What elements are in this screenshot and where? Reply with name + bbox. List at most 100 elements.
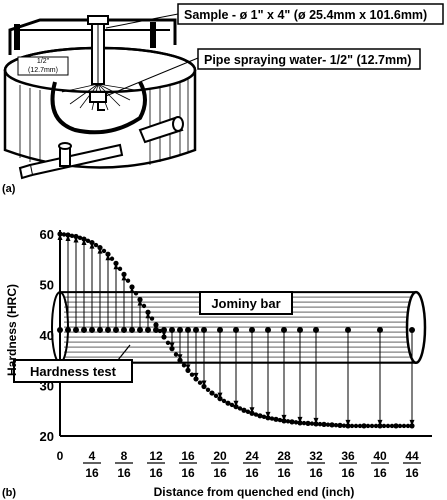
curve-dot [89, 240, 95, 245]
x-tick-denominator: 16 [309, 466, 323, 480]
y-tick-label: 50 [40, 278, 54, 293]
curve-dot [373, 423, 379, 429]
test-point [217, 326, 223, 333]
test-label-leader [117, 344, 131, 361]
callout-sample: Sample - ø 1" x 4" (ø 25.4mm x 101.6mm) [184, 8, 427, 22]
test-point [185, 326, 191, 333]
test-point [297, 326, 303, 333]
test-point [249, 326, 255, 333]
curve-dot [397, 423, 403, 429]
arrow-head [193, 372, 199, 379]
panel-a-label: (a) [2, 183, 16, 195]
arrow-head [137, 299, 143, 306]
arrow-head [177, 354, 183, 361]
test-point [89, 326, 95, 333]
curve-dot [165, 340, 171, 346]
test-point [57, 326, 63, 333]
arrow-head [201, 380, 207, 387]
curve-dot [153, 322, 159, 328]
curve-dot [361, 423, 367, 429]
curve-dot [189, 372, 195, 377]
curve-dot [345, 423, 351, 429]
arrow-head [73, 236, 79, 243]
arrow-head [281, 414, 287, 421]
x-tick-denominator: 16 [149, 466, 163, 480]
curve-dot [69, 233, 75, 238]
test-point [345, 326, 351, 333]
bar-label-box [199, 291, 293, 315]
curve-dot [305, 421, 311, 426]
curve-dot [409, 423, 415, 429]
curve-dot [117, 266, 123, 272]
curve-dot [209, 390, 215, 396]
x-tick-numerator: 44 [405, 449, 419, 463]
x-tick-numerator: 12 [149, 449, 163, 463]
x-tick-numerator: 36 [341, 449, 355, 463]
curve-dot [105, 252, 111, 257]
x-tick-denominator: 16 [277, 466, 291, 480]
x-tick-denominator: 16 [181, 466, 195, 480]
curve-dot [173, 352, 179, 357]
x-axis-label: Distance from quenched end (inch) [154, 485, 355, 499]
test-point [177, 326, 183, 333]
curve-dot [101, 248, 107, 254]
curve-dot [309, 421, 315, 426]
curve-dot [393, 423, 399, 429]
curve-dot [401, 423, 407, 429]
curve-dot [265, 415, 271, 421]
curve-dot [81, 236, 87, 242]
test-point [377, 326, 383, 333]
test-point [145, 326, 151, 333]
curve-dot [293, 420, 299, 425]
curve-dot [217, 396, 223, 401]
curve-dot [137, 297, 143, 302]
curve-dot [113, 261, 119, 266]
arrow-head [217, 392, 223, 399]
x-tick-numerator: 24 [245, 449, 259, 463]
x-tick-denominator: 16 [117, 466, 131, 480]
x-tick-numerator: 4 [89, 449, 96, 463]
test-point [129, 326, 135, 333]
x-tick-numerator: 32 [309, 449, 323, 463]
test-label: Hardness test [30, 364, 117, 379]
test-point [153, 326, 159, 333]
test-point [193, 326, 199, 333]
bar-label: Jominy bar [211, 296, 280, 311]
curve-dot [185, 368, 191, 373]
curve-dot [313, 421, 319, 427]
curve-dot [241, 408, 247, 413]
curve-dot [289, 419, 295, 425]
dim-label-bottom: (12.7mm) [28, 67, 58, 74]
arrow-head [169, 342, 175, 349]
curve-dot [297, 420, 303, 426]
curve-dot [141, 303, 147, 309]
x-tick-numerator: 28 [277, 449, 291, 463]
curve-dot [229, 402, 235, 408]
test-point [169, 326, 175, 333]
x-tick-numerator: 40 [373, 449, 387, 463]
curve-dot [245, 409, 251, 414]
test-point [281, 326, 287, 333]
curve-dot [389, 423, 395, 429]
test-point [121, 326, 127, 333]
arrow-head [105, 254, 111, 261]
y-tick-label: 60 [40, 227, 54, 242]
curve-dot [365, 423, 371, 429]
x-tick-denominator: 16 [373, 466, 387, 480]
curve-dot [337, 423, 343, 428]
apparatus-drawing [3, 15, 197, 180]
curve-dot [261, 414, 267, 420]
curve-dot [321, 422, 327, 427]
arrow-head [345, 419, 351, 426]
curve-dot [149, 316, 155, 321]
curve-dot [97, 245, 103, 250]
curve-dot [145, 310, 151, 315]
curve-dot [269, 416, 275, 421]
test-point [97, 326, 103, 333]
test-point [73, 326, 79, 333]
y-axis-label: Hardness (HRC) [5, 284, 19, 376]
curve-dot [161, 334, 167, 340]
test-point [265, 326, 271, 333]
hardness-curve [57, 231, 415, 429]
